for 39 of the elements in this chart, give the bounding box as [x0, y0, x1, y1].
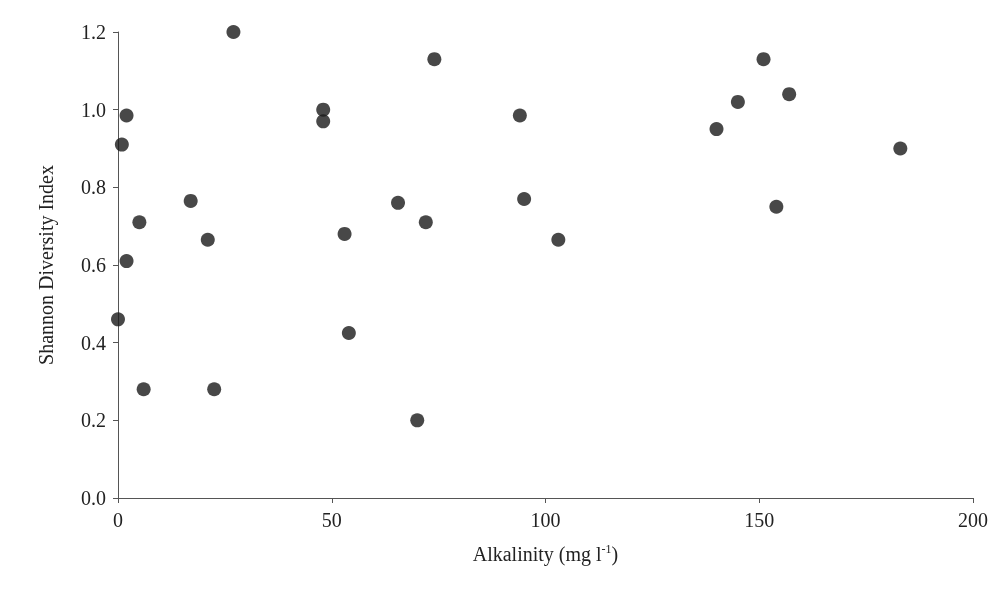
- y-tick-label: 0.6: [81, 254, 106, 276]
- y-axis-title: Shannon Diversity Index: [35, 165, 58, 365]
- y-tick-label: 0.2: [81, 409, 106, 432]
- x-tick-label: 100: [530, 509, 561, 531]
- point: [730, 94, 745, 109]
- x-tick-label: 50: [321, 509, 342, 531]
- point: [517, 191, 532, 206]
- point: [893, 141, 908, 156]
- point: [200, 232, 215, 247]
- point: [132, 215, 147, 230]
- y-tick-label: 1.2: [81, 21, 106, 43]
- point: [119, 254, 134, 269]
- y-tick-label: 1.0: [81, 98, 106, 121]
- y-tick-label: 0.8: [81, 176, 106, 199]
- point: [782, 87, 797, 102]
- point: [341, 325, 356, 340]
- point: [756, 52, 771, 67]
- point: [111, 312, 125, 327]
- point: [183, 193, 198, 208]
- point: [418, 215, 433, 230]
- point: [391, 195, 406, 210]
- x-tick-label: 200: [958, 509, 988, 531]
- point: [119, 108, 134, 123]
- x-tick-label: 0: [113, 509, 123, 531]
- point: [136, 382, 151, 397]
- point: [551, 232, 566, 247]
- point: [114, 137, 129, 152]
- y-tick-label: 0.0: [81, 487, 106, 509]
- point: [512, 108, 527, 123]
- point: [316, 114, 331, 129]
- x-tick-label: 150: [744, 509, 775, 531]
- point: [709, 122, 724, 137]
- point: [337, 226, 352, 241]
- point: [207, 382, 222, 397]
- point: [410, 413, 425, 428]
- point: [427, 52, 442, 67]
- point: [226, 25, 241, 39]
- point: [769, 199, 784, 214]
- y-tick-label: 0.4: [81, 331, 106, 354]
